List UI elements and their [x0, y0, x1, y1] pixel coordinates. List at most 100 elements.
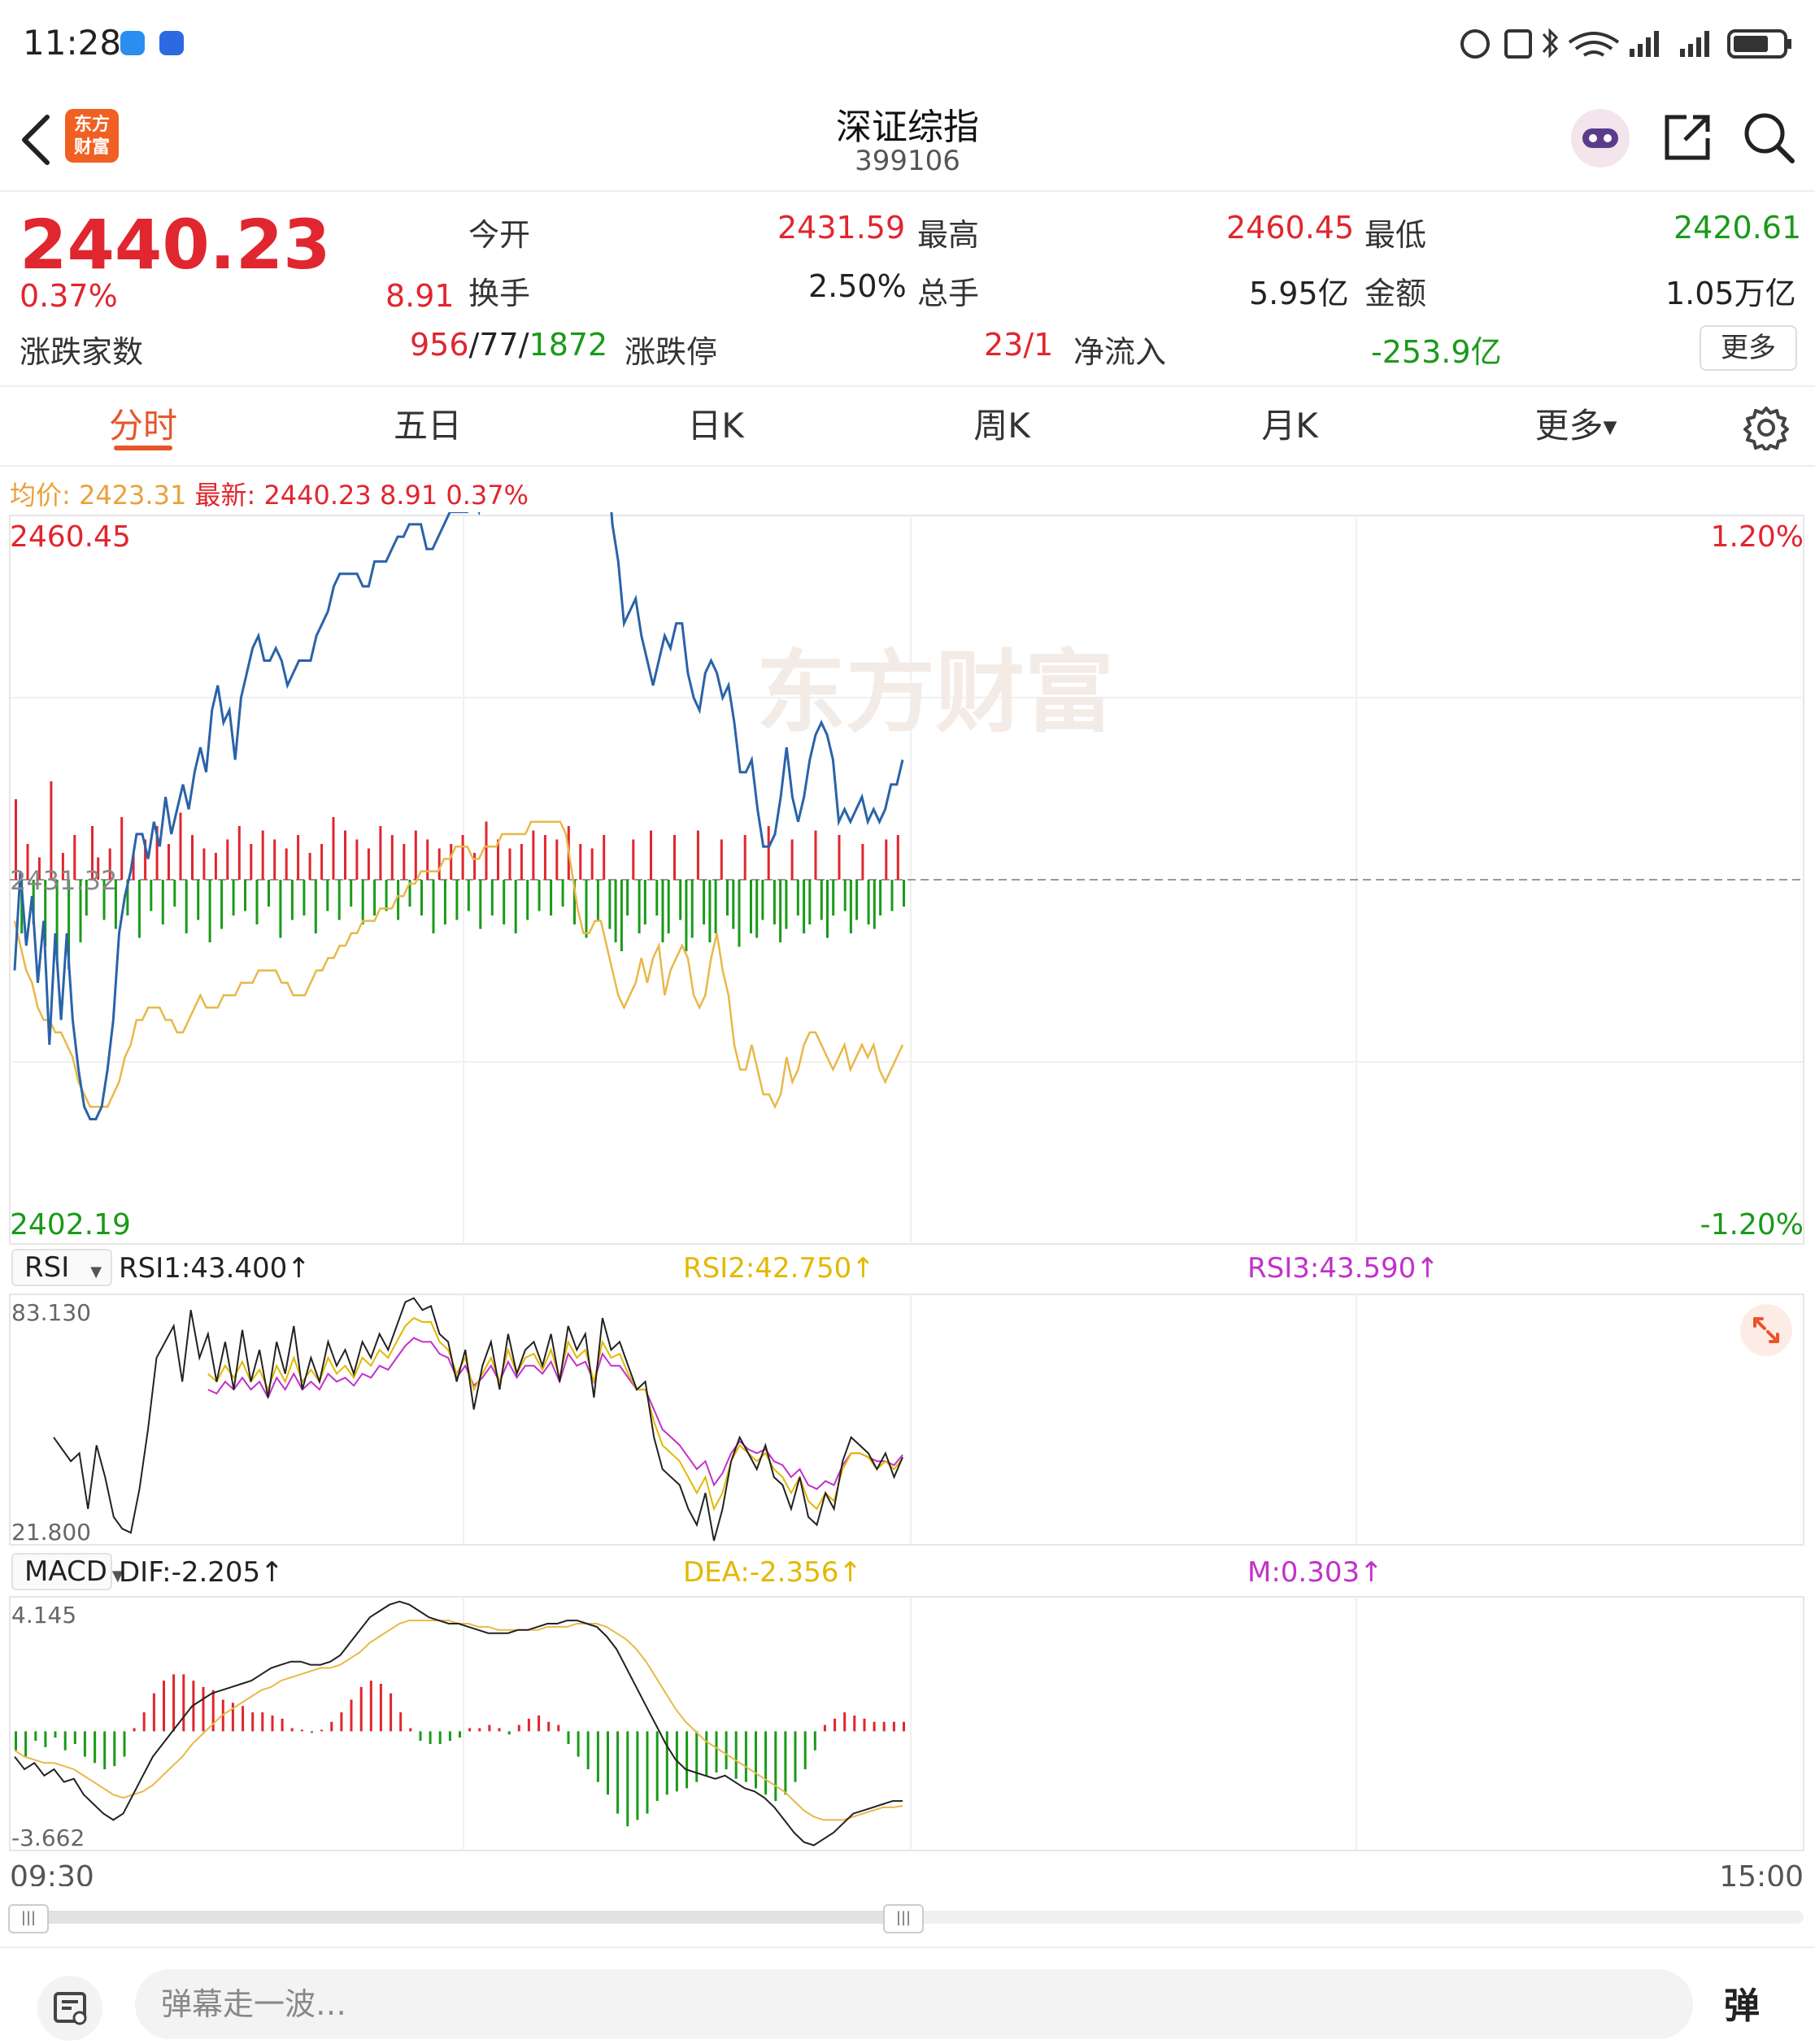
macd-bar	[172, 1674, 176, 1732]
scrollbar-left-handle[interactable]: |||	[8, 1904, 49, 1933]
macd-bar	[330, 1721, 333, 1732]
volume-bar	[479, 880, 482, 929]
volume-bar	[550, 880, 553, 915]
settings-gear-icon[interactable]	[1743, 405, 1789, 450]
tab-intraday[interactable]: 分时	[62, 387, 224, 465]
axis-top-percent: 1.20%	[1711, 520, 1804, 554]
rsi2-line	[207, 1316, 903, 1511]
volume-bar	[232, 880, 235, 915]
macd-bar	[517, 1724, 520, 1732]
volume-bar	[726, 880, 729, 915]
volume-bar	[849, 880, 852, 933]
macd-bar	[152, 1693, 155, 1732]
netflow-label: 净流入	[1073, 334, 1167, 370]
macd-bar	[547, 1721, 551, 1732]
volume-bar	[538, 880, 541, 911]
volume-bar	[490, 880, 494, 915]
tab-daily-k[interactable]: 日K	[687, 406, 744, 446]
tab-five-day[interactable]: 五日	[393, 406, 462, 446]
volume-bar	[838, 835, 841, 880]
volume-bar	[638, 880, 641, 933]
macd-bar	[507, 1731, 511, 1735]
avg-label: 均价:	[10, 480, 71, 511]
latest-label: 最新:	[194, 480, 256, 511]
tab-weekly-k[interactable]: 周K	[973, 406, 1030, 446]
volume-bar	[661, 880, 664, 942]
page-title: 深证综指	[836, 107, 979, 148]
breadth-down: 1872	[529, 327, 608, 363]
volume-bar	[808, 880, 812, 924]
volume-bar	[350, 880, 353, 907]
rsi2-value: RSI2:42.750↑	[683, 1252, 875, 1285]
volume-bar	[767, 826, 770, 880]
macd-selector-label: MACD	[24, 1555, 107, 1588]
volume-bar	[108, 848, 111, 880]
volume-bar	[126, 880, 129, 915]
volume-bar	[532, 830, 535, 880]
status-time: 11:28	[23, 23, 122, 63]
up-arrow-icon: ↑	[287, 1252, 311, 1285]
volume-bar	[738, 880, 741, 947]
m-value: M:0.303↑	[1247, 1556, 1383, 1589]
volume-bar	[673, 835, 676, 880]
volume-bar	[703, 880, 706, 924]
volume-bar	[155, 826, 159, 880]
back-icon[interactable]	[16, 112, 54, 167]
macd-bar	[665, 1731, 668, 1795]
volume-bar	[455, 880, 459, 920]
tab-more[interactable]: 更多▼	[1495, 387, 1657, 465]
time-axis-end: 15:00	[1719, 1860, 1804, 1886]
macd-bar	[744, 1731, 747, 1782]
system-status-icons	[1460, 28, 1791, 59]
up-arrow-icon: ↑	[851, 1252, 875, 1285]
volume-bar	[461, 835, 464, 880]
volume-bar	[608, 880, 612, 929]
macd-bar	[478, 1728, 481, 1732]
chart-area[interactable]: 东方财富 2460.45 2402.19 2431.32 1.20% -1.20…	[0, 512, 1815, 1886]
macd-bar	[379, 1683, 382, 1732]
macd-bar	[655, 1731, 659, 1802]
volume-bar	[903, 880, 905, 907]
macd-bar	[438, 1731, 442, 1744]
macd-bar	[300, 1729, 303, 1732]
volume-bar	[473, 853, 477, 880]
expand-icon[interactable]	[1740, 1304, 1792, 1356]
macd-bar	[705, 1731, 708, 1776]
volume-bar	[355, 839, 359, 880]
macd-bar	[271, 1715, 274, 1732]
macd-selector[interactable]: MACD ▼	[11, 1553, 124, 1590]
breadth-flat: 77	[479, 327, 519, 363]
rsi-selector[interactable]: RSI ▼	[11, 1249, 112, 1286]
breadth-label: 涨跌家数	[20, 334, 144, 370]
volume-bar	[743, 835, 746, 880]
danmaku-settings-icon[interactable]	[37, 1976, 102, 2041]
macd-bar	[311, 1731, 313, 1733]
macd-bar	[586, 1731, 590, 1770]
volume-bar	[832, 880, 835, 915]
danmaku-toggle-button[interactable]: 弹	[1709, 1974, 1774, 2039]
macd-bar	[94, 1731, 97, 1763]
axis-top-price: 2460.45	[10, 520, 131, 554]
volume-bar	[761, 880, 764, 920]
danmaku-input[interactable]: 弹幕走一波…	[135, 1969, 1693, 2039]
quote-more-button[interactable]: 更多	[1700, 325, 1797, 371]
search-icon[interactable]	[1742, 111, 1795, 164]
macd-bar	[468, 1728, 472, 1732]
macd-bar	[34, 1731, 37, 1742]
tab-monthly-k[interactable]: 月K	[1261, 406, 1318, 446]
volume-bar	[73, 835, 76, 880]
volume-bar	[414, 830, 417, 880]
assistant-avatar-icon[interactable]	[1571, 109, 1630, 167]
share-icon[interactable]	[1662, 112, 1713, 163]
volume-bar	[879, 880, 882, 915]
macd-axis-max: 4.145	[11, 1602, 76, 1629]
macd-bar	[903, 1721, 905, 1732]
volume-bar	[497, 839, 499, 880]
scrollbar-right-handle[interactable]: |||	[883, 1904, 924, 1933]
volume-bar	[596, 880, 599, 920]
volume-bar	[208, 880, 211, 942]
latest-change: 8.91	[379, 480, 438, 511]
volume-bar	[114, 880, 117, 929]
macd-bar	[340, 1712, 343, 1732]
volume-bar	[61, 853, 64, 880]
